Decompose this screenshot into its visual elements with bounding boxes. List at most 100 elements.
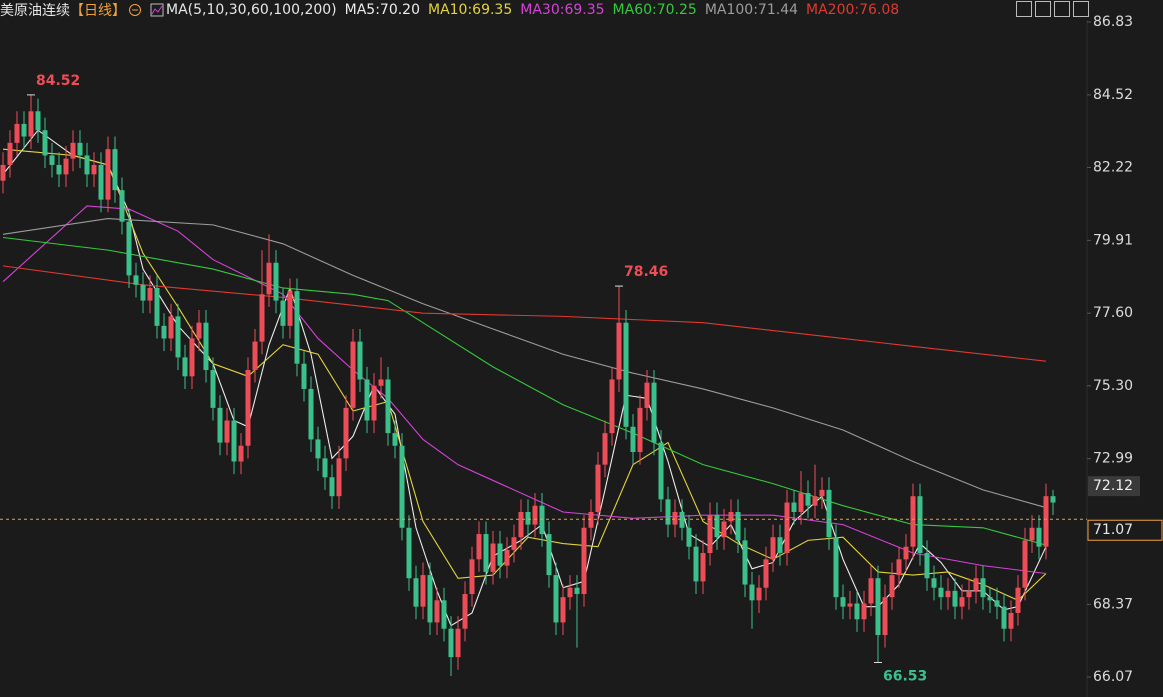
y-tick-label: 66.07 bbox=[1093, 669, 1133, 685]
candle-body bbox=[462, 594, 468, 629]
candle-body bbox=[455, 628, 461, 658]
candle-body bbox=[686, 527, 692, 547]
candle-body bbox=[574, 587, 580, 595]
candle-body bbox=[238, 445, 244, 462]
candle-body bbox=[616, 322, 622, 380]
candle-body bbox=[112, 149, 118, 191]
candle-body bbox=[924, 553, 930, 579]
candle-body bbox=[448, 628, 454, 658]
candle-body bbox=[497, 543, 503, 566]
ma-label: MA(5,10,30,60,100,200) bbox=[166, 2, 337, 18]
candle-body bbox=[882, 597, 888, 636]
y-tick-label: 77.60 bbox=[1093, 305, 1133, 321]
candle-body bbox=[168, 316, 174, 339]
candle-body bbox=[868, 578, 874, 604]
ma-line bbox=[2, 218, 1047, 509]
legend: 美原油连续 【日线】 MA(5,10,30,60,100,200) MA5:70… bbox=[0, 0, 907, 20]
candle-body bbox=[420, 575, 426, 607]
candle-body bbox=[693, 546, 699, 582]
candle-body bbox=[392, 433, 398, 446]
y-tick-label: 75.30 bbox=[1093, 378, 1133, 394]
candle-body bbox=[217, 407, 223, 443]
candle-body bbox=[630, 426, 636, 453]
period[interactable]: 【日线】 bbox=[70, 3, 126, 19]
candle-body bbox=[329, 477, 335, 497]
legend-entry: MA5:70.20 bbox=[344, 2, 420, 18]
candle-body bbox=[798, 493, 804, 512]
candle-body bbox=[140, 284, 146, 301]
legend-entry: MA100:71.44 bbox=[704, 2, 799, 18]
candle-body bbox=[35, 111, 41, 131]
candle-body bbox=[1001, 606, 1007, 629]
candle-body bbox=[994, 600, 1000, 607]
candle-body bbox=[56, 164, 62, 175]
candle-body bbox=[476, 534, 482, 560]
candle-body bbox=[133, 275, 139, 285]
candle-body bbox=[294, 291, 300, 364]
candle-body bbox=[560, 597, 566, 623]
candle-body bbox=[854, 603, 860, 620]
candle-body bbox=[728, 511, 734, 522]
candle-body bbox=[203, 322, 209, 371]
candle-body bbox=[812, 496, 818, 506]
candle-body bbox=[672, 511, 678, 525]
candle-body bbox=[378, 379, 384, 386]
candle-body bbox=[609, 379, 615, 434]
candle-body bbox=[336, 458, 342, 497]
candle-body bbox=[1036, 527, 1042, 547]
candle-body bbox=[1008, 612, 1014, 629]
collapse-icon[interactable] bbox=[128, 3, 142, 17]
candle-body bbox=[469, 559, 475, 595]
candle-body bbox=[399, 445, 405, 528]
candle-body bbox=[665, 499, 671, 525]
candle-body bbox=[938, 587, 944, 598]
candle-body bbox=[126, 221, 132, 276]
candle-body bbox=[224, 420, 230, 443]
tool-button[interactable] bbox=[1035, 1, 1051, 17]
tool-button[interactable] bbox=[1054, 1, 1070, 17]
candle-body bbox=[0, 164, 6, 181]
candle-body bbox=[651, 382, 657, 443]
y-tick-label: 79.91 bbox=[1093, 232, 1133, 248]
legend-entry: MA200:76.08 bbox=[806, 2, 900, 18]
candle-body bbox=[210, 370, 216, 408]
indicator-icon[interactable] bbox=[150, 3, 164, 17]
y-tick-label: 84.52 bbox=[1093, 87, 1133, 103]
candle-body bbox=[707, 515, 713, 554]
candle-body bbox=[700, 553, 706, 582]
candle-body bbox=[546, 534, 552, 576]
candle-body bbox=[28, 111, 34, 137]
candle-body bbox=[161, 325, 167, 339]
candle-body bbox=[1022, 540, 1028, 588]
candle-body bbox=[196, 322, 202, 339]
candle-body bbox=[49, 155, 55, 165]
candle-body bbox=[287, 291, 293, 326]
candle-body bbox=[406, 527, 412, 579]
candle-body bbox=[308, 388, 314, 440]
candle-body bbox=[784, 502, 790, 554]
candle-body bbox=[791, 502, 797, 512]
candle-body bbox=[973, 578, 979, 591]
toolbar bbox=[1016, 1, 1089, 17]
y-tick-label: 68.37 bbox=[1093, 596, 1133, 612]
candle-body bbox=[777, 537, 783, 554]
candle-body bbox=[70, 142, 76, 159]
legend-entry: MA30:69.35 bbox=[520, 2, 605, 18]
tool-button[interactable] bbox=[1073, 1, 1089, 17]
candle-body bbox=[966, 590, 972, 598]
tool-button[interactable] bbox=[1016, 1, 1032, 17]
candle-body bbox=[273, 262, 279, 301]
candle-body bbox=[189, 338, 195, 377]
candle-body bbox=[714, 515, 720, 538]
candle-body bbox=[21, 123, 27, 137]
candle-body bbox=[735, 511, 741, 541]
ref-box bbox=[1088, 476, 1140, 497]
candle-body bbox=[245, 370, 251, 446]
candle-body bbox=[98, 164, 104, 200]
candle-body bbox=[567, 587, 573, 598]
candle-body bbox=[588, 511, 594, 528]
candle-body bbox=[504, 549, 510, 566]
candle-body bbox=[840, 597, 846, 607]
candle-body bbox=[595, 464, 601, 512]
